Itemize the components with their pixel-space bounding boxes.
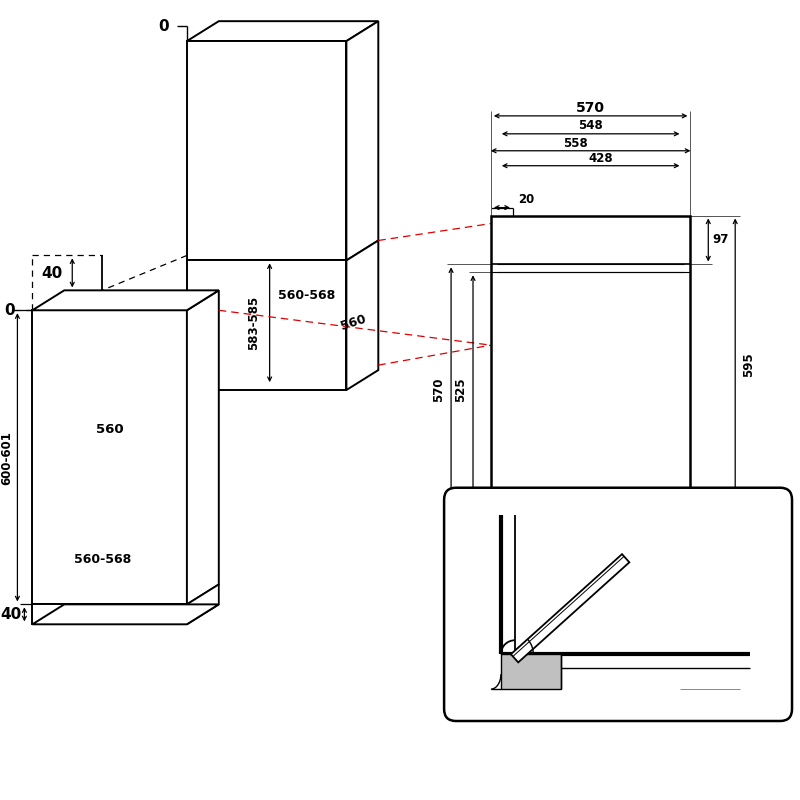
Text: 570: 570 (576, 101, 605, 115)
Text: 0: 0 (158, 18, 170, 34)
Text: 560: 560 (339, 312, 368, 333)
Text: 20: 20 (550, 525, 567, 538)
Polygon shape (32, 290, 218, 310)
Text: 89°: 89° (566, 588, 590, 601)
Bar (501, 654, 561, 689)
Circle shape (542, 528, 550, 537)
Polygon shape (32, 604, 218, 624)
Polygon shape (187, 21, 378, 41)
Text: 97: 97 (712, 233, 729, 246)
Text: 5: 5 (530, 514, 538, 527)
Text: 570: 570 (432, 378, 445, 402)
Text: 558: 558 (563, 138, 588, 150)
Text: 9: 9 (745, 673, 754, 686)
Text: 560-568: 560-568 (278, 289, 335, 302)
Polygon shape (32, 604, 187, 624)
Polygon shape (331, 241, 363, 375)
Polygon shape (346, 21, 378, 261)
Text: 595: 595 (742, 353, 754, 378)
Polygon shape (32, 310, 187, 604)
Text: 0: 0 (5, 302, 15, 318)
Text: 428: 428 (588, 152, 613, 166)
Polygon shape (187, 585, 218, 624)
Polygon shape (346, 241, 378, 390)
FancyBboxPatch shape (444, 488, 792, 721)
Polygon shape (207, 261, 331, 375)
Text: 600-601: 600-601 (0, 431, 13, 485)
Polygon shape (187, 261, 346, 390)
Text: 0: 0 (745, 654, 754, 668)
Text: 560-568: 560-568 (74, 553, 130, 566)
Polygon shape (491, 215, 690, 514)
Text: 525: 525 (454, 378, 467, 402)
Polygon shape (52, 330, 172, 570)
Text: 40: 40 (0, 607, 21, 622)
Text: 40: 40 (42, 266, 63, 281)
Text: 560: 560 (96, 423, 124, 437)
Polygon shape (187, 41, 346, 261)
Text: 548: 548 (578, 119, 603, 132)
Text: 20: 20 (518, 193, 534, 206)
Text: 595: 595 (633, 573, 658, 586)
Polygon shape (511, 554, 630, 662)
Text: 583-585: 583-585 (247, 296, 260, 350)
Polygon shape (172, 310, 204, 570)
Text: 460: 460 (619, 513, 646, 526)
Polygon shape (187, 290, 218, 604)
